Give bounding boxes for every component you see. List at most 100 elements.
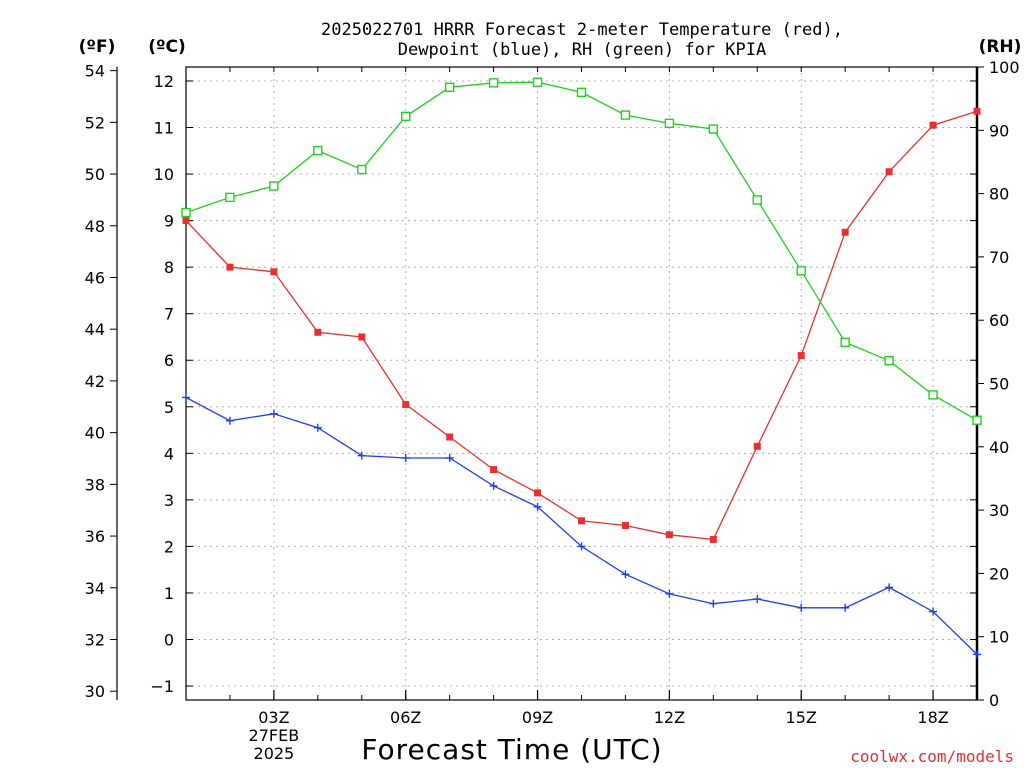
dewpoint-point: [797, 603, 806, 612]
temperature-point: [709, 535, 717, 543]
temperature-point: [578, 517, 585, 525]
temperature-point: [841, 228, 849, 236]
chart-title-line-2: Dewpoint (blue), RH (green) for KPIA: [398, 40, 766, 60]
temperature-point: [885, 168, 893, 176]
celsius-tick-label: 4: [164, 444, 174, 463]
temperature-point: [973, 107, 981, 115]
rh-point: [664, 118, 675, 129]
rh-point: [972, 415, 982, 425]
dewpoint-line: [185, 396, 978, 655]
temperature-point: [270, 268, 278, 276]
fahrenheit-tick-label: 38: [85, 475, 105, 494]
temperature-point: [797, 352, 805, 360]
dewpoint-point: [533, 502, 542, 511]
x-tick-label: 27FEB: [249, 726, 300, 745]
fahrenheit-tick-label: 42: [85, 372, 105, 391]
dewpoint-point: [577, 542, 586, 551]
dewpoint-point: [401, 453, 410, 462]
temperature-point: [621, 521, 629, 529]
temperature-point: [226, 263, 234, 271]
rh-point: [884, 356, 894, 366]
x-tick-label: 18Z: [917, 708, 948, 727]
axes: [110, 66, 984, 701]
fahrenheit-tick-label: 50: [85, 165, 105, 184]
rh-tick-label: 40: [989, 438, 1009, 457]
rh-point: [752, 195, 762, 205]
rh-point: [181, 207, 191, 218]
chart-title-line-1: 2025022701 HRRR Forecast 2-meter Tempera…: [321, 20, 843, 40]
rh-tick-label: 0: [989, 691, 999, 710]
rh-point: [357, 164, 367, 175]
rh-point: [401, 111, 411, 122]
dewpoint-point: [621, 570, 630, 579]
rh-point: [444, 82, 455, 92]
dewpoint-point: [929, 607, 938, 616]
dewpoint-point: [753, 594, 762, 603]
celsius-tick-label: −1: [150, 677, 174, 696]
dewpoint-point: [269, 409, 278, 418]
dewpoint-point: [357, 451, 366, 460]
rh-point: [620, 110, 631, 120]
credit-label: coolwx.com/models: [850, 747, 1014, 766]
celsius-tick-label: 0: [164, 630, 174, 649]
rh-tick-label: 80: [989, 185, 1009, 204]
temperature-point: [358, 333, 366, 341]
tick-labels: −101234567891011123032343638404244464850…: [85, 58, 1020, 763]
fahrenheit-tick-label: 32: [85, 630, 105, 649]
rh-tick-label: 50: [989, 375, 1009, 394]
dewpoint-point: [313, 423, 322, 432]
fahrenheit-tick-label: 48: [85, 217, 105, 236]
rh-tick-label: 20: [989, 564, 1009, 583]
celsius-tick-label: 7: [164, 305, 174, 324]
celsius-tick-label: 8: [164, 258, 174, 277]
celsius-tick-label: 12: [154, 72, 174, 91]
temperature-point: [446, 433, 454, 441]
rh-line: [185, 81, 978, 421]
celsius-tick-label: 9: [164, 212, 174, 231]
rh-tick-label: 90: [989, 121, 1009, 140]
celsius-tick-label: 11: [154, 119, 174, 138]
celsius-tick-label: 5: [164, 398, 174, 417]
rh-point: [269, 181, 279, 191]
dewpoint-point: [973, 650, 981, 659]
rh-point: [796, 266, 806, 276]
dewpoint-point: [489, 481, 498, 490]
celsius-tick-label: 1: [164, 584, 174, 603]
rh-tick-label: 30: [989, 501, 1009, 520]
temperature-point: [929, 121, 937, 129]
rh-point: [313, 145, 323, 156]
rh-point: [488, 78, 499, 88]
fahrenheit-unit-label: (ºF): [79, 37, 116, 57]
rh-point: [708, 124, 719, 134]
x-tick-label: 12Z: [654, 708, 685, 727]
fahrenheit-tick-label: 54: [85, 62, 105, 81]
temperature-point: [753, 442, 761, 450]
fahrenheit-tick-label: 52: [85, 113, 105, 132]
x-tick-label: 2025: [254, 744, 295, 763]
fahrenheit-tick-label: 44: [85, 320, 105, 339]
celsius-tick-label: 2: [164, 537, 174, 556]
rh-point: [928, 390, 938, 400]
temperature-point: [534, 489, 542, 497]
dewpoint-point: [225, 416, 234, 425]
temperature-point: [314, 328, 322, 336]
temperature-point: [665, 531, 673, 539]
rh-tick-label: 100: [989, 58, 1020, 77]
temperature-line: [185, 110, 978, 541]
dewpoint-point: [709, 599, 718, 608]
fahrenheit-tick-label: 34: [85, 579, 105, 598]
data-series: [181, 77, 982, 659]
x-tick-label: 09Z: [522, 708, 553, 727]
rh-point: [225, 192, 235, 203]
rh-point: [532, 77, 543, 87]
x-axis-label: Forecast Time (UTC): [361, 733, 662, 766]
rh-unit-label: (RH): [979, 37, 1022, 57]
celsius-tick-label: 10: [154, 165, 174, 184]
rh-tick-label: 70: [989, 248, 1009, 267]
celsius-tick-label: 6: [164, 351, 174, 370]
celsius-tick-label: 3: [164, 491, 174, 510]
temperature-point: [182, 217, 190, 225]
rh-tick-label: 60: [989, 311, 1009, 330]
dewpoint-point: [665, 589, 674, 598]
